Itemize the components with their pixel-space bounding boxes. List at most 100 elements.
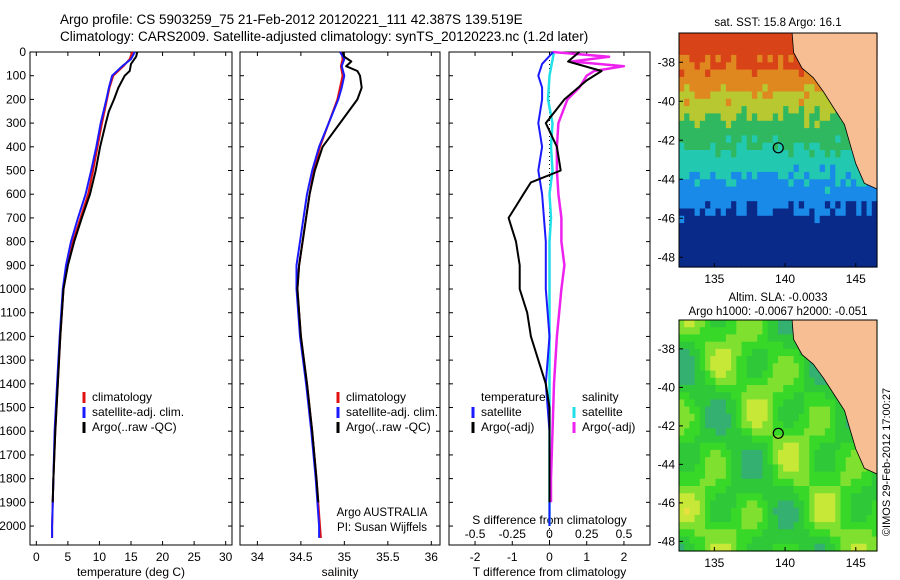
sla-map-cell	[684, 442, 690, 451]
sla-map-cell	[788, 493, 795, 502]
sla-map-cell	[835, 529, 842, 538]
sst-map-cell	[778, 84, 784, 93]
sla-map-cell	[824, 478, 831, 487]
sla-map-cell	[751, 471, 758, 480]
sla-map-cell	[720, 442, 727, 451]
sst-map-cell	[684, 164, 690, 173]
sst-map-cell	[715, 186, 722, 195]
sla-map-cell	[835, 435, 842, 444]
sla-map-cell	[824, 543, 831, 552]
sst-map-cell	[866, 245, 873, 253]
sla-map-cell	[736, 493, 743, 502]
s-tick-label: 0.25	[575, 527, 599, 541]
sst-map-cell	[694, 91, 701, 100]
sst-map-cell	[819, 201, 826, 210]
sst-map-cell	[736, 33, 743, 41]
sla-map-cell	[741, 493, 748, 502]
sla-map-cell	[871, 493, 878, 502]
sla-map-cell	[856, 500, 862, 509]
sst-map-cell	[793, 106, 800, 114]
sla-map-cell	[705, 428, 711, 437]
sla-map-cell	[783, 334, 789, 343]
sla-map-cell	[778, 406, 784, 415]
sst-map-cell	[778, 98, 784, 107]
sla-map-cell	[830, 507, 836, 516]
sla-map-cell	[814, 392, 821, 400]
s-tick-label: -0.25	[499, 527, 527, 541]
sst-map-cell	[720, 230, 727, 239]
sla-map-cell	[757, 464, 763, 473]
sst-map-cell	[767, 91, 774, 100]
sla-map-cell	[720, 385, 727, 393]
sst-map-cell	[736, 113, 743, 122]
sst-map-cell	[679, 150, 685, 158]
sst-map-cell	[819, 157, 826, 166]
sla-map-cell	[798, 500, 805, 509]
sst-map-cell	[830, 208, 836, 217]
sla-map-cell	[835, 486, 842, 494]
sst-map-cell	[751, 171, 758, 180]
sla-map-cell	[856, 471, 862, 480]
sla-map-cell	[767, 327, 774, 335]
sla-map-cell	[783, 457, 789, 465]
sst-map-cell	[819, 237, 826, 246]
sla-map-cell	[772, 406, 779, 415]
salinity-xlabel: salinity	[322, 565, 359, 579]
sla-map-cell	[689, 327, 696, 335]
sla-map-cell	[715, 529, 722, 538]
sst-map-cell	[772, 120, 779, 129]
sst-map-cell	[736, 223, 743, 231]
sst-map-cell	[757, 128, 763, 136]
salinity-argo-line	[296, 51, 363, 503]
sla-map-cell	[804, 370, 810, 379]
sla-map-cell	[746, 406, 753, 415]
sst-map-cell	[746, 208, 753, 217]
sla-map-cell	[679, 435, 685, 444]
sla-map-title: Altim. SLA: -0.0033	[728, 292, 827, 304]
sla-map-cell	[725, 493, 732, 502]
sla-map-cell	[772, 457, 779, 465]
sst-map-cell	[835, 128, 842, 136]
sst-map-cell	[689, 142, 696, 151]
sla-map-cell	[736, 428, 743, 437]
sla-map-cell	[689, 406, 696, 415]
sst-map-cell	[798, 193, 805, 202]
sla-map-cell	[715, 543, 722, 552]
sla-map-cell	[705, 363, 711, 372]
sla-map-cell	[866, 522, 873, 530]
sla-map-cell	[705, 471, 711, 480]
sla-map-cell	[746, 449, 753, 458]
y-tick-label: 200	[6, 92, 26, 106]
sla-map-cell	[725, 413, 732, 422]
sla-map-cell	[746, 320, 753, 328]
sla-map-cell	[804, 543, 810, 552]
sla-map-cell	[767, 341, 774, 350]
y-tick-label: 1600	[0, 424, 26, 438]
sst-map-cell	[783, 259, 789, 268]
sla-map-cell	[731, 442, 737, 451]
sla-map-cell	[788, 449, 795, 458]
sst-map-cell	[809, 193, 816, 202]
sla-map-cell	[835, 522, 842, 530]
temperature-legend-2-label: Argo(..raw -QC)	[92, 420, 177, 434]
sla-map-cell	[793, 514, 800, 523]
sla-map-cell	[731, 385, 737, 393]
sst-map-cell	[772, 106, 779, 114]
sla-map-cell	[757, 457, 763, 465]
sla-map-cell	[705, 500, 711, 509]
sst-map-cell	[814, 106, 821, 114]
sla-map-cell	[694, 356, 701, 364]
sst-map-cell	[720, 33, 727, 41]
sla-map-cell	[830, 392, 836, 400]
sst-map-cell	[710, 84, 717, 93]
sla-map-cell	[699, 449, 706, 458]
sst-map-cell	[689, 62, 696, 71]
sst-map-cell	[861, 230, 868, 239]
sla-map-cell	[715, 486, 722, 494]
sst-map-cell	[715, 164, 722, 173]
sla-map-cell	[819, 413, 826, 422]
sst-map-cell	[856, 186, 862, 195]
sla-map-cell	[778, 514, 784, 523]
sst-map-cell	[741, 120, 748, 129]
sst-map-cell	[840, 157, 847, 166]
